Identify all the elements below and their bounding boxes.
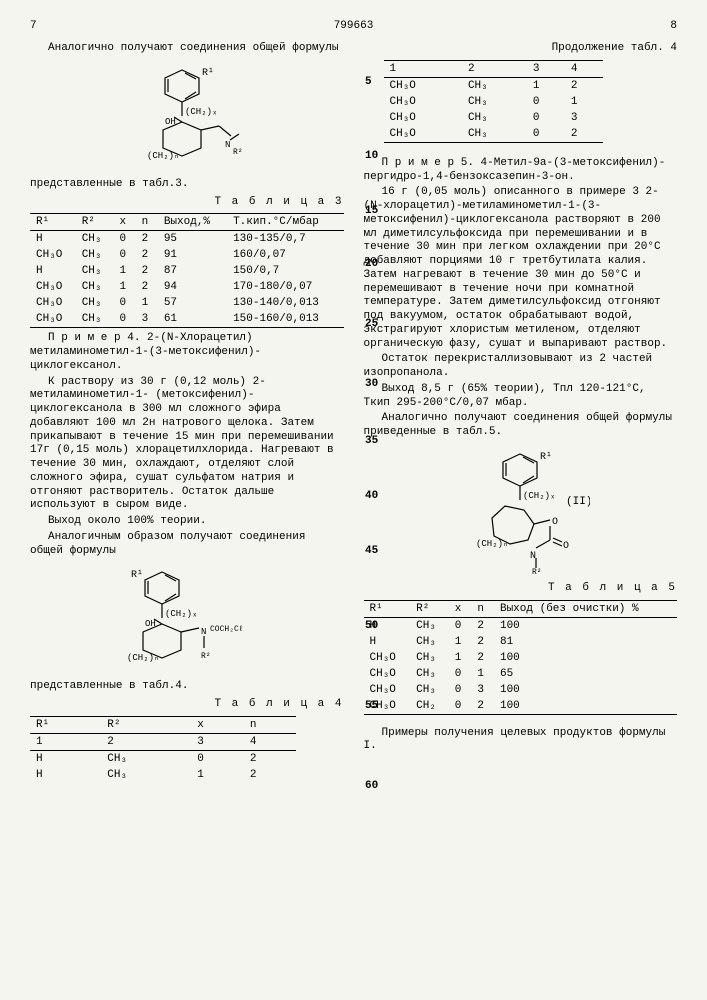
svg-text:N: N — [225, 140, 230, 150]
line-number: 15 — [365, 205, 378, 217]
line-number: 35 — [365, 435, 378, 447]
example-body: К раствору из 30 г (0,12 моль) 2-метилам… — [30, 376, 344, 514]
chemical-structure-3: R¹ (CH₂)ₓ O O N R² (CH₂)ₙ (II) — [364, 446, 678, 576]
svg-text:R²: R² — [201, 652, 211, 661]
line-number: 55 — [365, 700, 378, 712]
table-row: CH₃OCH₃1294170-180/0,07 — [30, 279, 344, 295]
para: Аналогично получают соединения общей фор… — [30, 42, 344, 56]
svg-text:N: N — [530, 551, 536, 562]
table-title: Т а б л и ц а 4 — [30, 698, 344, 712]
svg-text:R¹: R¹ — [131, 570, 143, 581]
svg-text:(CH₂)ₓ: (CH₂)ₓ — [165, 609, 197, 619]
svg-text:COCH₂Cℓ: COCH₂Cℓ — [210, 625, 244, 634]
table-row: CH₃OCH₃0157130-140/0,013 — [30, 295, 344, 311]
table-row: HCH₃12 — [30, 767, 296, 783]
table-3: R¹ R² x n Выход,% Т.кип.°С/мбар HCH₃0295… — [30, 213, 344, 328]
svg-text:O: O — [552, 517, 558, 528]
table-row: HCH₃0295130-135/0,7 — [30, 231, 344, 248]
table-row: CH₃OCH₃03100 — [364, 682, 678, 698]
example-title: П р и м е р 5. 4-Метил-9а-(3-метоксифени… — [364, 157, 678, 185]
page-num-right: 8 — [670, 20, 677, 32]
line-number: 20 — [365, 258, 378, 270]
table-row: HCH₃02100 — [364, 617, 678, 634]
doc-number: 799663 — [334, 20, 374, 32]
svg-text:OH: OH — [165, 117, 176, 127]
table-header-row: R¹ R² x n — [30, 716, 296, 733]
table-row: CH₃OCH₃0165 — [364, 666, 678, 682]
table-subheader-row: 1 2 3 4 — [384, 60, 603, 77]
line-number: 30 — [365, 378, 378, 390]
table-cont-title: Продолжение табл. 4 — [364, 42, 678, 56]
left-column: Аналогично получают соединения общей фор… — [30, 40, 344, 787]
line-number: 60 — [365, 780, 378, 792]
svg-text:(CH₂)ₙ: (CH₂)ₙ — [476, 539, 508, 549]
svg-text:R²: R² — [233, 148, 243, 157]
example-title: П р и м е р 4. 2-(N-Хлорацетил) метилами… — [30, 332, 344, 373]
chemical-structure-2: R¹ (CH₂)ₓ OH N COCH₂Cℓ R² (CH₂)ₙ — [30, 564, 344, 674]
chemical-structure-1: R¹ (CH₂)ₓ OH N R² (CH₂)ₙ — [30, 62, 344, 172]
table-5: R¹ R² x n Выход (без очистки) % HCH₃0210… — [364, 600, 678, 715]
table-title: Т а б л и ц а 5 — [364, 582, 678, 596]
caption: представленные в табл.3. — [30, 178, 344, 192]
table-header-row: R¹ R² x n Выход (без очистки) % — [364, 600, 678, 617]
example-yield: Выход 8,5 г (65% теории), Тпл 120-121°С,… — [364, 383, 678, 411]
table-row: CH₃OCH₂02100 — [364, 698, 678, 715]
line-number: 5 — [365, 76, 372, 88]
line-number: 25 — [365, 318, 378, 330]
table-4: R¹ R² x n 1 2 3 4 HCH₃02 HCH₃12 — [30, 716, 296, 783]
page-num-left: 7 — [30, 20, 37, 32]
table-row: HCH₃1287150/0,7 — [30, 263, 344, 279]
table-row: CH₃OCH₃12 — [384, 77, 603, 94]
svg-text:R¹: R¹ — [202, 68, 214, 79]
line-number: 10 — [365, 150, 378, 162]
table-row: CH₃OCH₃03 — [384, 110, 603, 126]
svg-text:N: N — [201, 627, 206, 637]
table-row: CH₃OCH₃01 — [384, 94, 603, 110]
table-row: HCH₃02 — [30, 750, 296, 767]
page-header: 7 799663 8 — [30, 20, 677, 32]
svg-text:(CH₂)ₙ: (CH₂)ₙ — [147, 151, 179, 161]
para: Аналогично получают соединения общей фор… — [364, 412, 678, 440]
table-row: CH₃OCH₃0361150-160/0,013 — [30, 311, 344, 328]
table-subheader-row: 1 2 3 4 — [30, 733, 296, 750]
svg-text:OH: OH — [145, 619, 156, 629]
para: Остаток перекристаллизовывают из 2 часте… — [364, 353, 678, 381]
table-header-row: R¹ R² x n Выход,% Т.кип.°С/мбар — [30, 214, 344, 231]
table-row: CH₃OCH₃02 — [384, 126, 603, 143]
line-number: 40 — [365, 490, 378, 502]
svg-text:R¹: R¹ — [540, 452, 552, 463]
svg-text:(CH₂)ₓ: (CH₂)ₓ — [523, 491, 555, 501]
svg-text:O: O — [563, 541, 569, 552]
table-title: Т а б л и ц а 3 — [30, 196, 344, 210]
line-number: 45 — [365, 545, 378, 557]
table-row: CH₃OCH₃12100 — [364, 650, 678, 666]
caption: представленные в табл.4. — [30, 680, 344, 694]
svg-text:(CH₂)ₓ: (CH₂)ₓ — [185, 107, 217, 117]
right-column: Продолжение табл. 4 1 2 3 4 CH₃OCH₃12 CH… — [364, 40, 678, 787]
table-4-cont: 1 2 3 4 CH₃OCH₃12 CH₃OCH₃01 CH₃OCH₃03 CH… — [384, 60, 603, 143]
footer-para: Примеры получения целевых продуктов форм… — [364, 727, 678, 755]
example-yield: Выход около 100% теории. — [30, 515, 344, 529]
svg-text:(II): (II) — [566, 496, 590, 508]
example-body: 16 г (0,05 моль) описанного в примере 3 … — [364, 186, 678, 351]
line-number: 50 — [365, 620, 378, 632]
svg-text:R²: R² — [532, 568, 542, 576]
svg-text:(CH₂)ₙ: (CH₂)ₙ — [127, 653, 159, 663]
table-row: CH₃OCH₃0291160/0,07 — [30, 247, 344, 263]
para: Аналогичным образом получают соединения … — [30, 531, 344, 559]
table-row: HCH₃1281 — [364, 634, 678, 650]
